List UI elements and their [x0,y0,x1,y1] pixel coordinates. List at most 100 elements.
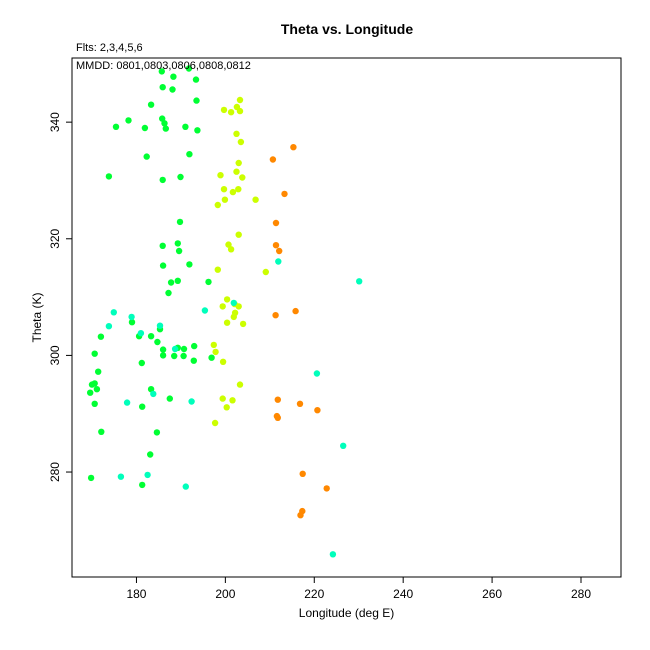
data-point [174,277,181,284]
data-point [171,352,178,360]
data-point [170,73,177,80]
data-point [91,350,98,357]
data-point [236,107,244,115]
data-point [167,279,175,286]
data-point [180,345,188,353]
data-point [356,278,363,285]
data-point [138,359,145,367]
y-axis: 280 300 320 340 [48,112,73,482]
data-point [158,68,165,75]
data-point [340,442,347,449]
data-point [220,106,228,114]
data-point [180,352,187,360]
data-point [123,399,131,406]
data-point [143,153,150,160]
data-point [329,551,337,558]
chart-title: Theta vs. Longitude [281,21,413,37]
data-point [165,289,172,297]
data-point [88,381,96,388]
data-point [139,403,146,410]
data-points [87,65,363,558]
data-point [185,65,193,72]
data-point [323,485,330,492]
data-point [186,151,193,158]
data-point [141,124,149,132]
x-tick-label: 200 [215,587,235,601]
data-point [275,258,282,265]
data-point [159,352,167,359]
data-point [194,127,201,134]
data-point [177,173,184,181]
data-point [87,389,94,396]
data-point [236,381,244,388]
data-point [269,156,277,163]
data-point [233,168,240,175]
chart-subtitle: Flts: 2,3,4,5,6 [76,42,143,54]
x-axis: 180 200 220 240 260 280 [126,576,591,601]
x-tick-label: 180 [126,587,146,601]
data-point [128,313,135,321]
data-point [229,188,237,196]
data-point [211,419,219,427]
data-point [91,400,98,407]
data-point [276,247,283,255]
data-point [299,470,306,477]
data-point [174,240,181,247]
chart-annotation: MMDD: 0801,0803,0806,0808,0812 [76,60,251,72]
data-point [214,266,221,273]
data-point [93,386,101,393]
data-point [208,354,215,361]
data-point [281,190,288,198]
data-point [230,299,237,307]
data-point [182,483,189,490]
data-point [176,218,184,226]
y-tick-label: 320 [48,228,62,248]
data-point [219,358,227,365]
data-point [219,395,226,402]
data-point [169,86,176,93]
data-point [239,174,246,181]
data-point [147,101,155,108]
y-axis-label: Theta (K) [30,292,44,342]
data-point [221,196,229,203]
data-point [87,474,95,482]
data-point [159,262,167,269]
data-point [154,338,161,346]
data-point [237,138,245,146]
data-point [233,130,240,137]
data-point [235,231,242,238]
data-point [239,320,247,328]
data-point [252,196,259,203]
data-point [292,307,299,315]
y-tick-label: 280 [48,462,62,482]
data-point [230,313,237,321]
data-point [201,307,209,314]
data-point [210,341,217,349]
data-point [220,186,228,193]
data-point [262,268,269,276]
x-tick-label: 260 [482,587,502,601]
data-point [191,342,198,350]
data-point [235,159,242,167]
x-axis-label: Longitude (deg E) [299,606,394,620]
data-point [272,219,280,227]
y-tick-label: 340 [48,112,62,132]
data-point [205,278,212,286]
data-point [95,368,102,375]
data-point [153,429,161,436]
data-point [272,242,280,249]
x-tick-label: 220 [304,587,324,601]
data-point [236,96,244,104]
x-tick-label: 240 [393,587,413,601]
data-point [162,125,169,132]
data-point [225,241,232,248]
data-point [227,246,235,253]
data-point [150,390,157,398]
data-point [314,407,321,414]
data-point [112,123,120,130]
data-point [223,404,230,411]
data-point [159,84,166,91]
data-point [190,357,197,364]
data-point [125,117,132,124]
